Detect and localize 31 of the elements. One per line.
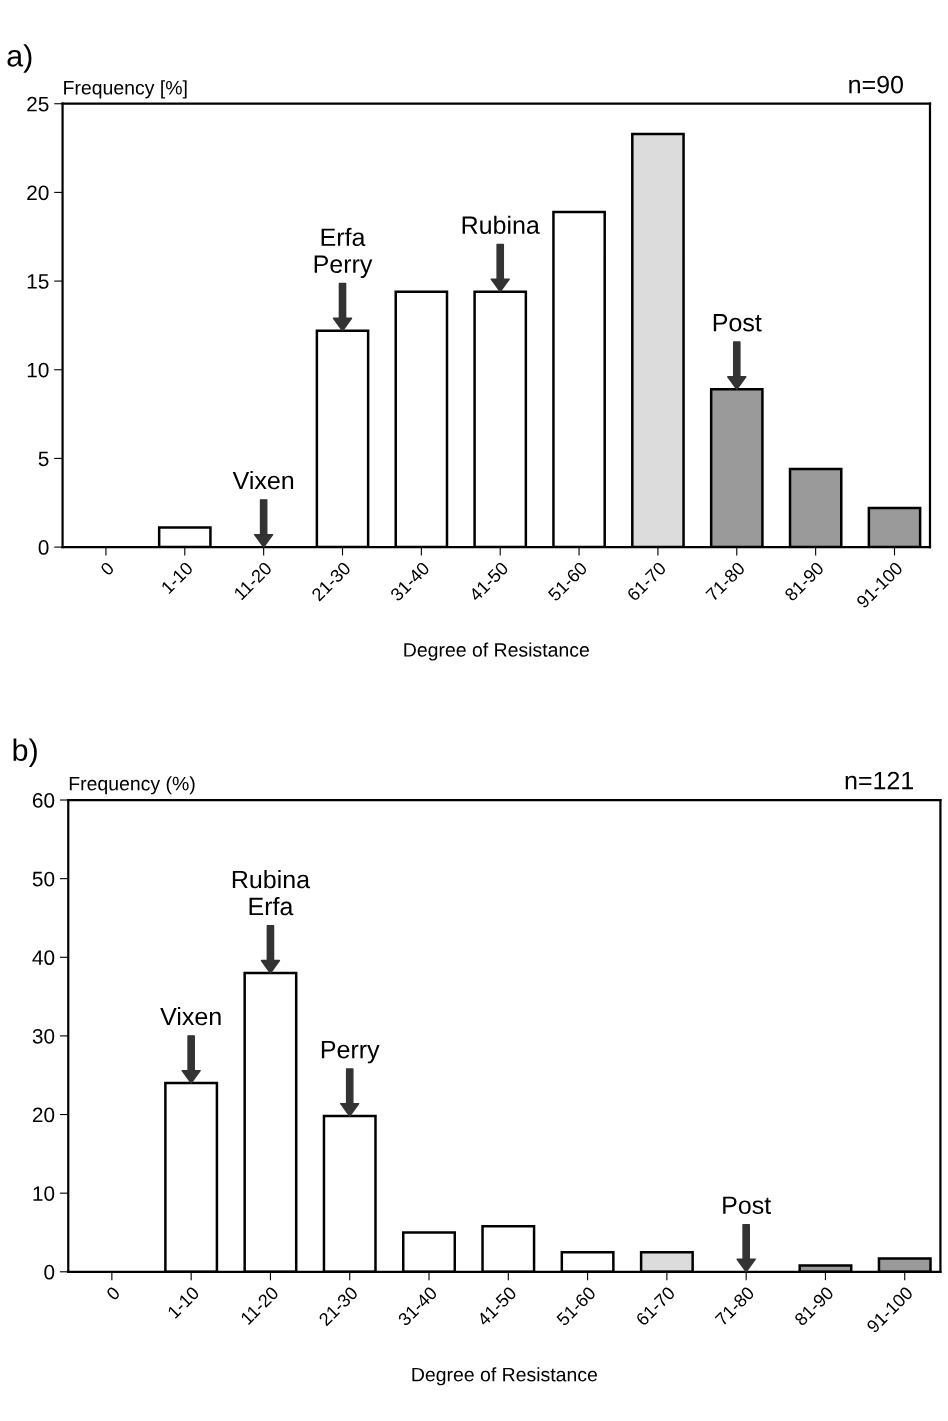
y-tick-label: 5	[38, 451, 49, 467]
y-tick-label: 20	[27, 185, 49, 201]
annotation: Post	[713, 314, 762, 332]
annotation: Rubina	[462, 215, 540, 234]
text: n=121	[845, 771, 914, 790]
y-tick-label: 0	[38, 540, 49, 555]
chart-title: b)	[13, 738, 37, 767]
y-tick-label: 0	[44, 1264, 55, 1280]
annotation: Vixen	[232, 471, 294, 490]
y-axis-title: Frequency (%)	[69, 776, 195, 795]
annotation: Post	[723, 1196, 771, 1215]
y-tick-label: 15	[27, 274, 49, 289]
y-tick-label: 60	[32, 793, 55, 808]
y-axis-title: Frequency [%]	[64, 80, 187, 99]
y-tick-label: 20	[32, 1107, 55, 1123]
y-tick-label: 10	[33, 1186, 55, 1201]
text: n=90	[849, 75, 903, 94]
annotation: Perry	[321, 1040, 380, 1064]
x-axis-title: Degree of Resistance	[404, 642, 589, 661]
y-tick-label: 25	[27, 96, 49, 112]
chart-title: a)	[7, 44, 32, 73]
x-tick-label: 0	[105, 1285, 121, 1301]
y-tick-label: 40	[32, 950, 55, 966]
annotation: Erfa Perry	[314, 227, 373, 278]
x-tick-label: 0	[99, 561, 115, 577]
annotation: Rubina Erfa	[232, 870, 311, 916]
x-axis-title: Degree of Resistance	[412, 1367, 597, 1386]
y-tick-label: 10	[27, 362, 49, 378]
y-tick-label: 30	[32, 1028, 55, 1044]
y-tick-label: 50	[32, 871, 55, 887]
annotation: Vixen	[160, 1007, 221, 1026]
